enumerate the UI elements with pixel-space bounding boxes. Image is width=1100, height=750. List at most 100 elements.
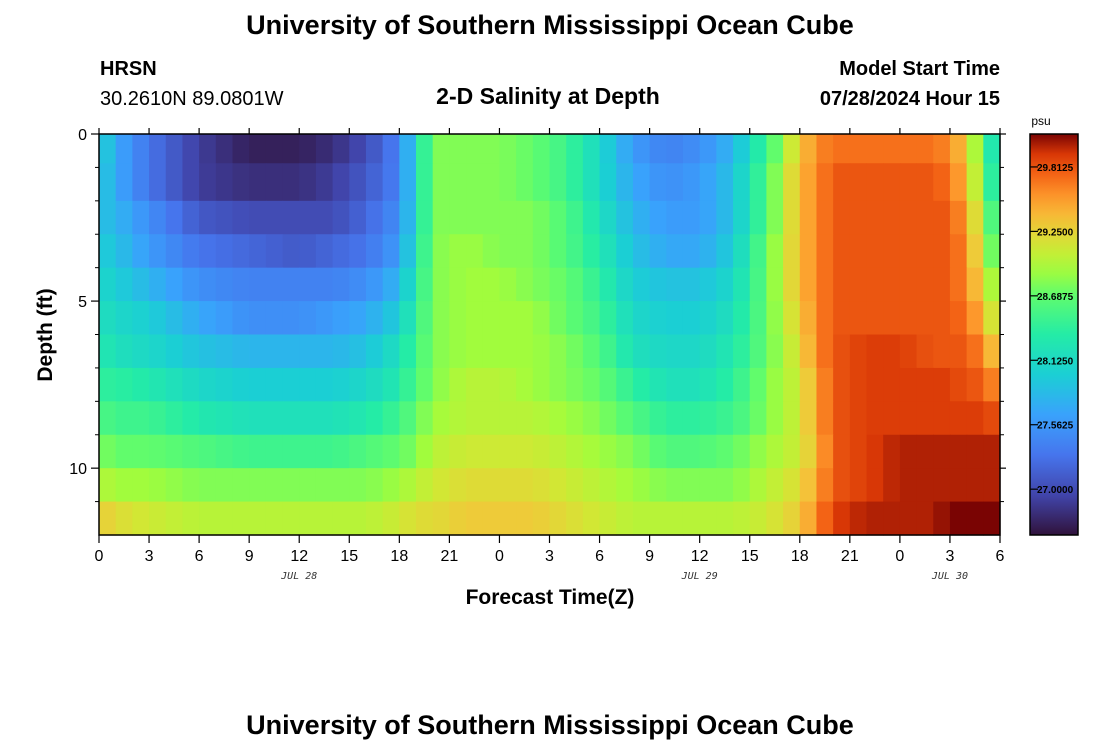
heatmap-cell <box>332 267 350 302</box>
heatmap-cell <box>666 468 684 503</box>
colorbar-tick-label: 29.2500 <box>1037 227 1074 238</box>
heatmap-cell <box>416 401 434 436</box>
heatmap-cell <box>783 401 801 436</box>
heatmap-cell <box>949 234 968 269</box>
heatmap-cell <box>365 134 384 164</box>
heatmap-cell <box>449 200 467 235</box>
heatmap-cell <box>282 468 300 503</box>
heatmap-cell <box>399 200 417 235</box>
heatmap-cell <box>833 401 851 436</box>
heatmap-cell <box>516 401 534 436</box>
heatmap-cell <box>549 200 567 235</box>
heatmap-cell <box>849 267 868 302</box>
heatmap-cell <box>416 468 434 503</box>
heatmap-cell <box>849 367 868 402</box>
heatmap-cell <box>632 301 651 336</box>
heatmap-cell <box>349 367 367 402</box>
heatmap-cell <box>416 367 434 402</box>
heatmap-cell <box>682 234 701 269</box>
heatmap-cell <box>749 301 768 336</box>
heatmap-cell <box>365 434 384 469</box>
heatmap-cell <box>332 434 350 469</box>
heatmap-cell <box>332 334 350 369</box>
heatmap-cell <box>199 163 217 202</box>
x-tick-label: 0 <box>495 548 504 565</box>
heatmap-cell <box>933 334 951 369</box>
heatmap-cell <box>432 501 450 536</box>
heatmap-cell <box>249 501 267 536</box>
heatmap-cell <box>99 434 117 469</box>
heatmap-cell <box>265 234 284 269</box>
heatmap-cell <box>482 234 501 269</box>
heatmap-cell <box>449 468 467 503</box>
heatmap-cell <box>916 200 934 235</box>
heatmap-cell <box>499 468 517 503</box>
heatmap-cell <box>966 234 984 269</box>
heatmap-cell <box>833 334 851 369</box>
x-tick-label: 0 <box>95 548 104 565</box>
heatmap-cell <box>165 367 184 402</box>
heatmap-cell <box>816 163 834 202</box>
heatmap-cell <box>949 301 968 336</box>
heatmap-cell <box>833 163 851 202</box>
heatmap-cell <box>599 301 617 336</box>
heatmap-cell <box>332 301 350 336</box>
y-tick-label: 5 <box>78 294 87 311</box>
heatmap-cell <box>399 234 417 269</box>
heatmap-cell <box>616 134 634 164</box>
heatmap-cell <box>899 267 918 302</box>
heatmap-cell <box>349 134 367 164</box>
heatmap-cell <box>699 334 717 369</box>
heatmap-cell <box>582 267 601 302</box>
heatmap-cell <box>649 367 667 402</box>
heatmap-cell <box>499 267 517 302</box>
heatmap-cell <box>799 234 818 269</box>
heatmap-cell <box>215 434 234 469</box>
heatmap-cell <box>799 334 818 369</box>
heatmap-cell <box>282 234 300 269</box>
heatmap-cell <box>682 401 701 436</box>
heatmap-cell <box>866 434 884 469</box>
heatmap-cell <box>215 334 234 369</box>
heatmap-cell <box>232 134 250 164</box>
heatmap-cell <box>99 401 117 436</box>
heatmap-cell <box>449 134 467 164</box>
heatmap-cell <box>165 301 184 336</box>
heatmap-cell <box>949 501 968 536</box>
heatmap-cell <box>666 267 684 302</box>
heatmap-cell <box>599 468 617 503</box>
heatmap-cell <box>299 163 317 202</box>
heatmap-cell <box>265 200 284 235</box>
heatmap-cell <box>315 267 334 302</box>
heatmap-cell <box>649 267 667 302</box>
heatmap-cell <box>866 401 884 436</box>
heatmap-cell <box>532 301 551 336</box>
heatmap-cell <box>916 163 934 202</box>
heatmap-cell <box>332 501 350 536</box>
heatmap-cell <box>365 468 384 503</box>
heatmap-cell <box>199 501 217 536</box>
heatmap-cell <box>933 301 951 336</box>
heatmap-cell <box>866 301 884 336</box>
heatmap-cell <box>933 267 951 302</box>
heatmap-cell <box>416 163 434 202</box>
heatmap-cell <box>816 301 834 336</box>
heatmap-cell <box>232 367 250 402</box>
heatmap-cell <box>883 434 901 469</box>
heatmap-cell <box>115 134 133 164</box>
heatmap-cell <box>532 134 551 164</box>
heatmap-cell <box>249 367 267 402</box>
plot-title: 2-D Salinity at Depth <box>436 83 660 109</box>
heatmap-cell <box>332 401 350 436</box>
heatmap-cell <box>249 334 267 369</box>
heatmap-cell <box>799 401 818 436</box>
heatmap-cell <box>482 401 501 436</box>
y-axis-label: Depth (ft) <box>34 288 57 381</box>
heatmap-cell <box>182 334 200 369</box>
heatmap-cell <box>799 301 818 336</box>
heatmap-cell <box>666 401 684 436</box>
heatmap-cell <box>532 200 551 235</box>
heatmap-cell <box>449 401 467 436</box>
heatmap-cell <box>833 367 851 402</box>
heatmap-cell <box>883 401 901 436</box>
